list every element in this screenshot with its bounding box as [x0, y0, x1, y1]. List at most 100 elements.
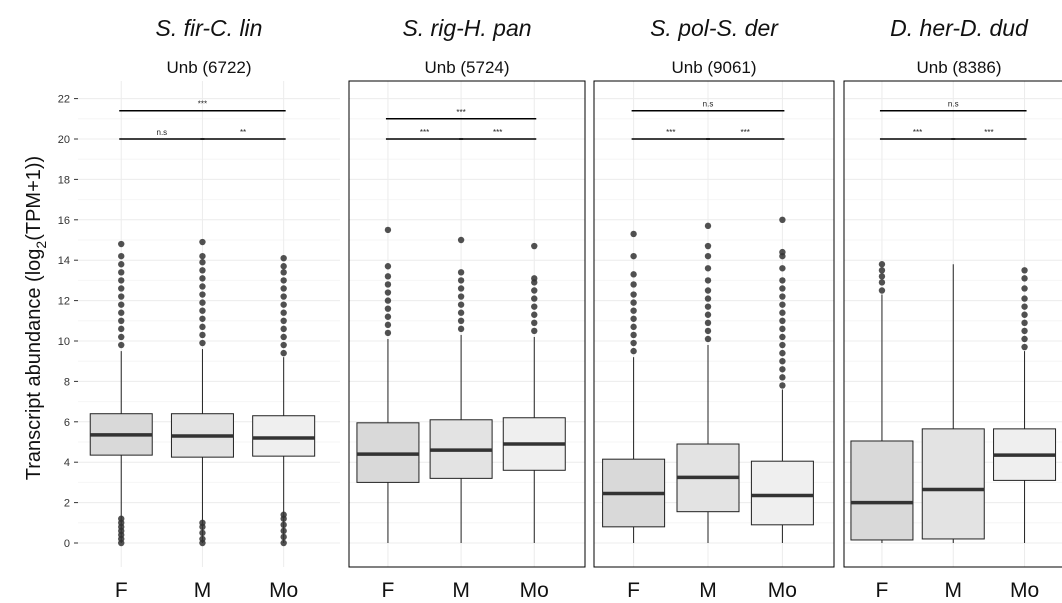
y-tick-label: 18 [58, 174, 70, 186]
box-F [850, 261, 914, 543]
significance-bracket: n.s [631, 100, 785, 112]
box-body [850, 440, 914, 541]
outlier-point [384, 297, 392, 304]
outlier-point [531, 242, 538, 250]
significance-label: *** [984, 128, 993, 137]
outlier-point [704, 319, 712, 327]
significance-bracket: n.s [119, 128, 205, 140]
box-Mo [750, 216, 814, 543]
panel-title: S. rig-H. pan [402, 15, 531, 41]
outlier-point [280, 317, 287, 324]
outlier-point [779, 317, 786, 324]
outlier-point [199, 323, 206, 331]
outlier-point [1021, 285, 1028, 292]
outlier-point [199, 238, 206, 246]
outlier-point [779, 309, 786, 316]
box-body [750, 460, 814, 526]
outlier-point [531, 311, 538, 318]
panel-frame [843, 80, 1062, 568]
outlier-point [630, 323, 637, 331]
significance-label: n.s [948, 100, 959, 109]
panel-1: S. fir-C. lin Unb (6722) 0 2 4 6 8 10 12 14 16 18 20… [58, 15, 340, 602]
outlier-point [704, 252, 712, 260]
outlier-point [199, 259, 206, 266]
outlier-point [118, 285, 125, 292]
outlier-point [1021, 295, 1028, 302]
outlier-point [779, 341, 786, 349]
outlier-point [384, 329, 392, 337]
outlier-point [280, 285, 287, 292]
outlier-point [779, 358, 786, 365]
significance-label: *** [741, 128, 750, 137]
outlier-point [779, 285, 786, 292]
box-Mo [502, 242, 566, 543]
box-F [602, 230, 666, 543]
panel-subtitle: Unb (5724) [424, 58, 509, 77]
outlier-point [384, 321, 392, 329]
significance-bracket: *** [385, 108, 537, 120]
outlier-point [199, 339, 206, 347]
significance-bracket: *** [385, 128, 464, 140]
x-tick-label: M [194, 579, 212, 602]
outlier-point [878, 261, 886, 268]
outlier-point [630, 281, 637, 288]
outlier-point [630, 307, 637, 314]
y-tick-label: 22 [58, 94, 70, 106]
outlier-point [704, 222, 712, 230]
outlier-point [280, 263, 287, 270]
significance-label: *** [913, 128, 922, 137]
outlier-point [280, 254, 287, 262]
x-tick-label: Mo [768, 579, 797, 602]
outlier-point [280, 269, 287, 276]
outlier-point [779, 349, 786, 357]
outlier-point [384, 226, 392, 234]
outlier-point [280, 349, 287, 357]
outlier-point [384, 281, 392, 288]
outlier-point [630, 291, 637, 298]
outlier-point [630, 331, 637, 339]
box-Mo [993, 267, 1057, 543]
outlier-point [280, 333, 287, 341]
outlier-point [630, 347, 637, 355]
significance-label: *** [198, 100, 207, 109]
significance-label: n.s [157, 128, 168, 137]
outlier-point [1021, 311, 1028, 318]
outlier-point [457, 309, 465, 316]
outlier-point [878, 287, 886, 294]
y-tick-label: 4 [64, 457, 70, 469]
box-F [356, 226, 420, 543]
outlier-point [280, 301, 287, 308]
outlier-point [704, 265, 712, 272]
outlier-point [779, 265, 786, 272]
outlier-point [280, 341, 287, 349]
outlier-point [1021, 275, 1028, 282]
x-tick-label: M [699, 579, 717, 602]
outlier-point [118, 240, 125, 248]
outlier-point [457, 293, 465, 300]
outlier-point [280, 277, 287, 284]
outlier-point [280, 533, 287, 541]
outlier-point [199, 299, 206, 306]
outlier-point [118, 309, 125, 316]
outlier-point [199, 331, 206, 339]
panel-4: D. her-D. dud Unb (8386) F M Mo n.s *** *** [843, 15, 1062, 602]
outlier-point [118, 293, 125, 300]
outlier-point [384, 305, 392, 312]
outlier-point [704, 242, 712, 250]
outlier-point [118, 325, 125, 333]
y-tick-label: 14 [58, 255, 70, 267]
significance-bracket: ** [200, 128, 286, 140]
outlier-point [1021, 343, 1028, 351]
significance-label: *** [666, 128, 675, 137]
panels: S. fir-C. lin Unb (6722) 0 2 4 6 8 10 12 14 16 18 20… [58, 15, 1062, 602]
significance-bracket: n.s [879, 100, 1027, 112]
y-tick-label: 2 [64, 498, 70, 510]
panel-2: S. rig-H. pan Unb (5724) F M Mo *** *** *** [348, 15, 586, 602]
outlier-point [118, 333, 125, 341]
outlier-point [118, 515, 125, 522]
y-tick-label: 8 [64, 376, 70, 388]
box-M [921, 264, 985, 543]
outlier-point [280, 521, 287, 529]
outlier-point [1021, 267, 1028, 274]
outlier-point [199, 529, 206, 537]
